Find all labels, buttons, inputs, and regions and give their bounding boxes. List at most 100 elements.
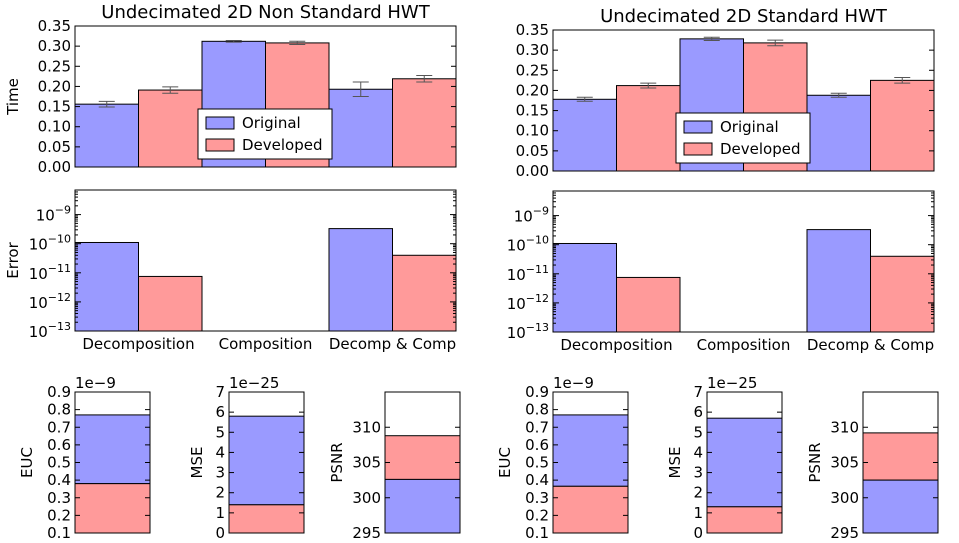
y-tick-label: 0.6 [525,436,549,454]
y-tick-label: 4 [693,443,703,461]
bar-developed [706,506,783,534]
y-tick-label: 310 [830,418,859,436]
y-tick-label: 0.7 [47,418,71,436]
y-tick-label: 0.3 [525,489,549,507]
y-offset-label: 1e−25 [229,374,279,392]
y-tick-label: 0.25 [38,57,71,75]
y-tick-label: 2 [693,484,703,502]
x-tick-label: Decomposition [560,336,672,354]
error-panel-3: 10−13 10−12 10−11 10−10 10−9 [507,190,935,342]
y-tick-label: 5 [215,423,225,441]
axes-frame [552,190,935,333]
y-offset-label: 1e−9 [553,374,594,392]
y-tick-label: 0.05 [516,142,549,160]
bar-developed [228,504,305,534]
y-tick-label: 0.00 [516,162,549,180]
y-tick-label: 0.4 [47,471,71,489]
y-tick-label: 0 [215,524,225,542]
y-tick-label: 0.20 [516,81,549,99]
y-tick-label: 0.2 [47,506,71,524]
y-tick-label: 295 [830,524,859,542]
bar-original [552,98,617,172]
y-tick-label: 10−13 [29,320,71,341]
bar-developed [870,255,935,333]
y-tick-label: 0.35 [516,21,549,39]
chart-title: Undecimated 2D Non Standard HWT [101,2,430,23]
y-tick-label: 0 [693,524,703,542]
bar-original [228,415,305,506]
bar-original [806,229,871,333]
bar-original [328,228,393,332]
y-tick-label: 0.3 [47,489,71,507]
y-tick-label: 0.9 [47,383,71,401]
y-axis-label: EUC [496,447,514,478]
y-tick-label: 10−9 [514,205,549,226]
bar-developed [138,275,203,332]
y-axis-label: Error [4,241,22,278]
y-tick-label: 2 [215,484,225,502]
y-tick-label: 0.9 [525,383,549,401]
metric-panel-euc: 0.10.20.30.40.50.60.70.80.9 1e−9 [47,374,151,542]
y-tick-label: 0.30 [516,41,549,59]
y-offset-label: 1e−9 [75,374,116,392]
y-tick-label: 0.2 [525,506,549,524]
bar-original [552,242,617,333]
y-tick-label: 0.25 [516,61,549,79]
x-tick-labels: Decomposition Composition Decomp & Comp [560,336,934,354]
legend-label: Original [720,118,779,136]
bar-developed [138,89,203,168]
y-tick-label: 4 [215,443,225,461]
legend-label: Developed [242,136,323,154]
y-tick-label: 0.1 [47,524,71,542]
bar-developed [384,435,461,480]
y-tick-label: 10−11 [507,263,549,284]
x-tick-label: Decomp & Comp [329,335,456,353]
y-tick-label: 1 [693,504,703,522]
time-panel-0: 0.00 0.05 0.10 0.15 0.20 0.25 0.30 0.35 Undecima… [38,2,457,176]
bar-original [328,88,393,168]
y-tick-label: 0.30 [38,37,71,55]
y-tick-label: 10−12 [507,292,549,313]
bar-developed [392,78,457,168]
legend-label: Developed [720,140,801,158]
y-tick-label: 10−12 [29,291,71,312]
bar-developed [392,254,457,332]
error-panel-2: 10−13 10−12 10−11 10−10 10−9 [29,189,457,341]
bar-original [862,479,939,534]
bar-original [806,94,871,172]
bar-developed [616,85,681,172]
legend-swatch-original [683,120,713,134]
y-tick-label: 0.05 [38,138,71,156]
y-offset-label: 1e−25 [707,374,757,392]
y-tick-label: 295 [352,524,381,542]
metric-panel-psnr: 295 300 305 310 [352,391,461,542]
bar-developed [616,276,681,333]
metric-panel-psnr: 295 300 305 310 [830,391,939,542]
y-tick-label: 0.5 [525,454,549,472]
y-tick-label: 0.7 [525,418,549,436]
metric-panel-mse: 0 1 2 3 4 5 6 7 1e−25 [215,374,305,542]
x-tick-label: Decomp & Comp [807,336,934,354]
y-tick-label: 10−10 [29,233,71,254]
y-tick-label: 0.15 [516,102,549,120]
bar-original [552,414,629,487]
y-axis-label: MSE [188,447,206,479]
y-tick-label: 10−9 [36,204,71,225]
bar-original [706,417,783,508]
y-tick-label: 0.1 [525,524,549,542]
bar-original [74,414,151,485]
y-axis-label: MSE [666,447,684,479]
axes-frame [552,29,935,172]
y-tick-label: 6 [215,403,225,421]
x-tick-labels: Decomposition Composition Decomp & Comp [82,335,456,353]
y-tick-label: 1 [215,504,225,522]
y-tick-label: 305 [830,454,859,472]
y-tick-label: 300 [830,489,859,507]
y-tick-label: 310 [352,418,381,436]
x-tick-label: Composition [219,335,313,353]
y-axis-label: PSNR [806,442,824,482]
bar-developed [552,485,629,534]
y-tick-label: 10−11 [29,262,71,283]
x-tick-label: Decomposition [82,335,194,353]
y-tick-label: 305 [352,454,381,472]
